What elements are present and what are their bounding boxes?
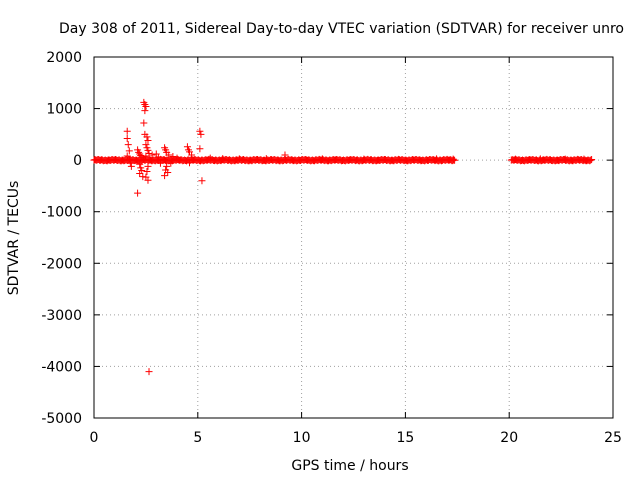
- data-point: [137, 152, 145, 160]
- data-point: [127, 162, 135, 170]
- data-point: [587, 156, 595, 164]
- data-point: [196, 127, 204, 135]
- data-point: [169, 153, 177, 161]
- y-tick-label: -5000: [41, 411, 82, 427]
- data-point: [141, 107, 149, 115]
- data-point: [144, 162, 152, 170]
- data-point: [136, 160, 144, 168]
- x-tick-labels: 0 5 10 15 20 25: [90, 430, 622, 446]
- data-point: [511, 155, 519, 163]
- data-point: [588, 156, 596, 164]
- data-point: [144, 146, 152, 154]
- data-point: [134, 189, 142, 197]
- data-point: [318, 155, 326, 163]
- data-point: [433, 155, 441, 163]
- data-point: [143, 167, 151, 175]
- data-point: [145, 368, 153, 376]
- data-point: [185, 159, 193, 167]
- data-point: [154, 153, 162, 161]
- y-tick-label: 0: [73, 153, 82, 169]
- y-tick-label: -2000: [41, 256, 82, 272]
- y-tick-label: 1000: [46, 102, 82, 118]
- data-point: [144, 176, 152, 184]
- data-point: [536, 155, 544, 163]
- x-tick-label: 25: [604, 430, 622, 446]
- y-tick-label: 2000: [46, 50, 82, 66]
- y-tick-labels: -5000 -4000 -3000 -2000 -1000 0 1000 2000: [41, 50, 82, 427]
- x-tick-label: 10: [293, 430, 311, 446]
- data-point: [148, 151, 156, 159]
- data-point: [219, 155, 227, 163]
- data-point: [123, 127, 131, 135]
- data-point: [165, 151, 173, 159]
- data-point: [262, 155, 270, 163]
- chart-title: Day 308 of 2011, Sidereal Day-to-day VTE…: [59, 21, 624, 37]
- data-point: [156, 159, 164, 167]
- data-point: [144, 137, 152, 145]
- x-tick-label: 20: [500, 430, 518, 446]
- data-point: [123, 134, 131, 142]
- x-tick-label: 0: [90, 430, 99, 446]
- grid: [94, 57, 613, 418]
- data-point: [142, 152, 150, 160]
- data-point: [197, 130, 205, 138]
- data-markers: [90, 98, 596, 376]
- data-point: [198, 177, 206, 185]
- data-point: [196, 145, 204, 153]
- data-point: [124, 141, 132, 149]
- data-point: [143, 133, 151, 141]
- y-tick-label: -3000: [41, 308, 82, 324]
- data-point: [140, 119, 148, 127]
- data-point: [126, 159, 134, 167]
- data-point: [188, 151, 196, 159]
- data-point: [449, 155, 457, 163]
- x-tick-label: 5: [193, 430, 202, 446]
- data-point: [136, 170, 144, 178]
- y-axis-label: SDTVAR / TECUs: [6, 181, 22, 296]
- x-axis-label: GPS time / hours: [291, 458, 408, 474]
- data-point: [235, 155, 243, 163]
- data-point: [183, 143, 191, 151]
- y-tick-label: -1000: [41, 205, 82, 221]
- data-point: [142, 103, 150, 111]
- data-point: [206, 154, 214, 162]
- data-point: [281, 151, 289, 159]
- data-point: [138, 153, 146, 161]
- data-point: [161, 172, 169, 180]
- data-point: [173, 154, 181, 162]
- data-point: [580, 155, 588, 163]
- data-point: [139, 173, 147, 181]
- data-point: [163, 162, 171, 170]
- axis-ticks: [93, 56, 614, 419]
- data-point: [164, 169, 172, 177]
- data-point: [167, 159, 175, 167]
- y-tick-label: -4000: [41, 359, 82, 375]
- data-point: [451, 156, 459, 164]
- data-point: [125, 147, 133, 155]
- data-point: [561, 155, 569, 163]
- x-tick-label: 15: [396, 430, 414, 446]
- plot-frame: [93, 56, 614, 419]
- data-point: [360, 155, 368, 163]
- data-point: [123, 152, 131, 160]
- data-point: [142, 141, 150, 149]
